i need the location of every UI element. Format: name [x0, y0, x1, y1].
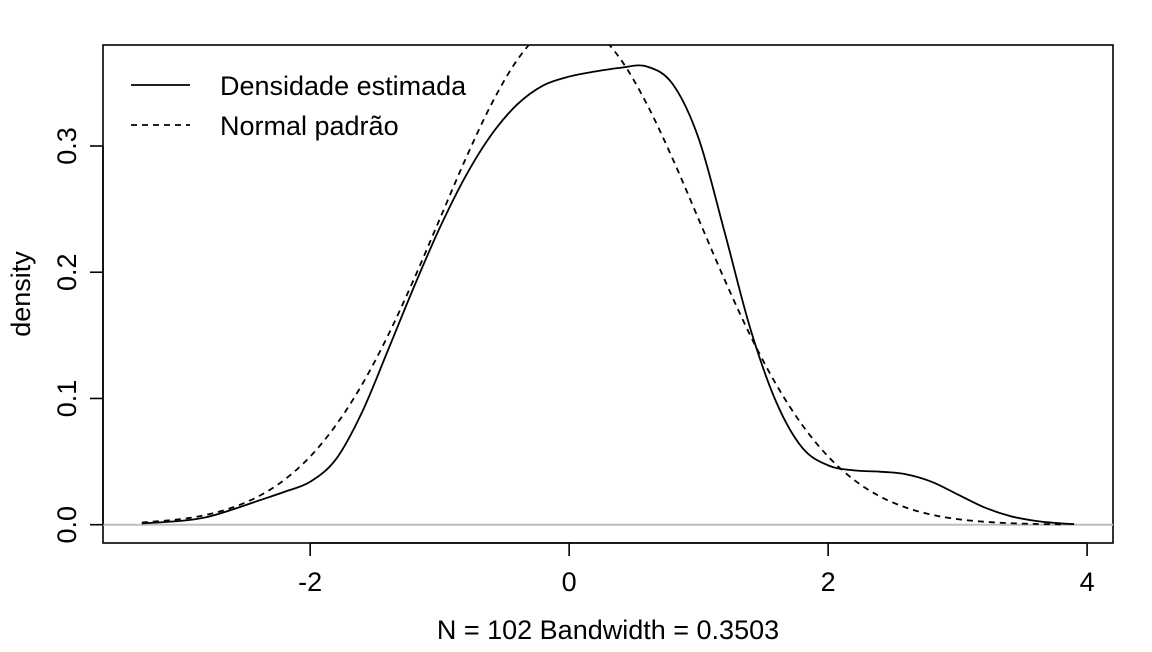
- legend-label-2: Normal padrão: [220, 111, 399, 141]
- y-tick-label: 0.0: [52, 506, 82, 544]
- y-axis-label: density: [6, 251, 36, 337]
- y-tick-label: 0.1: [52, 380, 82, 418]
- series-line-1: [141, 64, 1075, 525]
- series-line-2: [141, 45, 1062, 526]
- x-tick-label: -2: [298, 567, 322, 597]
- y-tick-label: 0.2: [52, 253, 82, 291]
- x-tick-label: 0: [562, 567, 577, 597]
- x-axis-label: N = 102 Bandwidth = 0.3503: [437, 615, 779, 645]
- legend-label-1: Densidade estimada: [220, 71, 467, 101]
- x-tick-label: 2: [821, 567, 836, 597]
- y-tick-label: 0.3: [52, 127, 82, 165]
- x-tick-label: 4: [1080, 567, 1095, 597]
